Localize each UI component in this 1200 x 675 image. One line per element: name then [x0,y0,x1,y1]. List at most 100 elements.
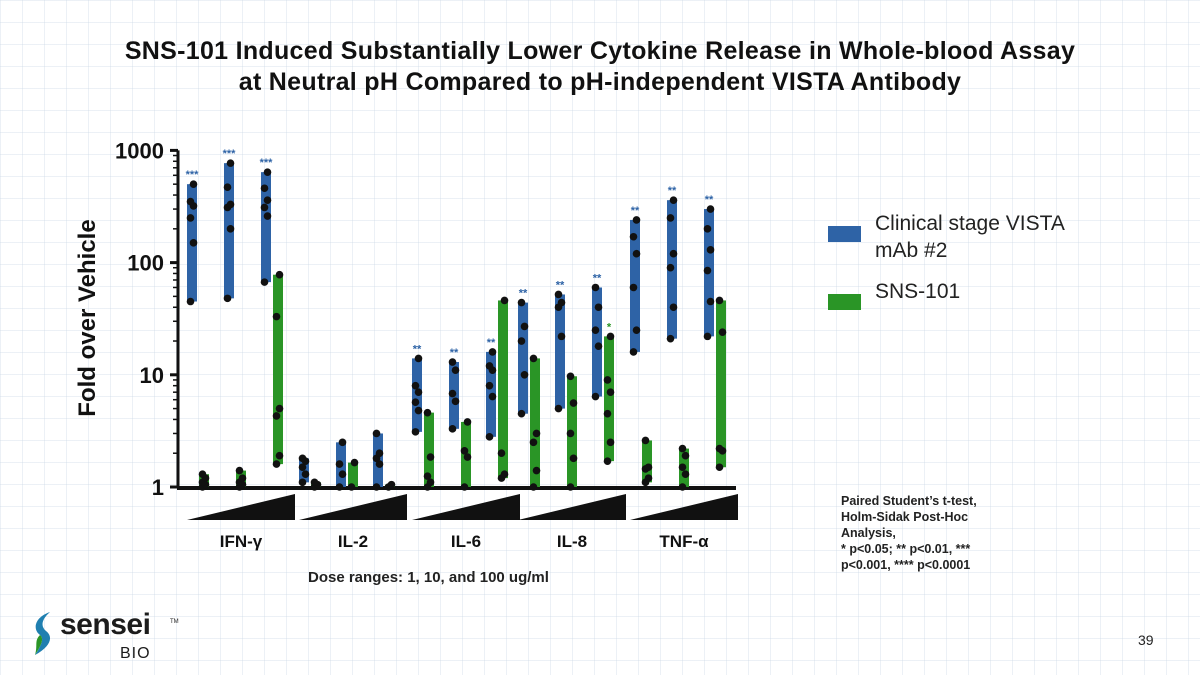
data-point [263,196,272,204]
data-point [451,366,460,374]
data-point [451,397,460,406]
significance-label: *** [186,169,200,181]
x-category-label: IL-6 [451,532,481,551]
data-point [375,460,384,468]
significance-label: *** [260,157,274,169]
data-point [260,203,269,212]
data-point [557,332,566,341]
data-point [681,451,690,460]
data-point [532,466,541,475]
stats-line: Paired Student’s t-test, [841,494,977,508]
legend-swatch-vista [828,226,861,242]
data-point [629,232,638,241]
data-point [606,332,615,341]
data-point [463,453,472,461]
data-point [669,249,678,258]
data-point [272,312,281,321]
data-point [554,404,563,413]
data-point [669,196,678,204]
data-point [591,326,600,334]
data-point [644,463,653,472]
data-point [678,483,687,491]
legend-label-sns: SNS-101 [875,280,961,303]
data-point [275,404,284,413]
data-point [460,483,469,491]
legend-label-vista: Clinical stage VISTA mAb #2 [875,212,1064,262]
title-line-1: SNS-101 Induced Substantially Lower Cyto… [124,37,1076,65]
data-point [275,270,284,279]
data-point [718,328,727,336]
data-point [591,392,600,401]
y-tick-label: 1000 [115,138,164,163]
data-point [703,266,712,275]
sensei-leaf-icon [35,612,51,655]
data-point [347,483,356,491]
data-point [238,474,247,482]
data-point [260,184,269,193]
data-point [423,472,432,480]
data-point [235,466,244,475]
dose-wedge [518,494,626,520]
stats-line: p<0.001, **** p<0.0001 [841,558,971,572]
dose-wedge [187,494,295,520]
data-point [569,454,578,463]
data-point [275,451,284,460]
data-point [529,438,538,447]
data-point [517,409,526,418]
significance-label: ** [593,272,602,284]
sns-range-bar [642,440,652,483]
vista-range-bar [592,287,602,397]
data-point [226,225,235,233]
y-tick-label: 1 [152,475,164,500]
data-point [666,214,675,222]
data-point [706,297,715,306]
data-point [298,478,307,487]
statistics-note: Paired Student’s t-test, Holm-Sidak Post… [841,493,1041,573]
data-point [644,474,653,482]
data-point [189,180,198,188]
legend-item-sns: SNS-101 [828,278,1108,310]
data-point [189,239,198,247]
dose-wedge [299,494,407,520]
data-point [603,409,612,418]
data-point [223,294,232,303]
data-point [706,246,715,254]
sns-range-bar [424,412,434,487]
data-point [426,453,435,461]
chart-legend: Clinical stage VISTA mAb #2 SNS-101 [828,210,1108,324]
slide-title: SNS-101 Induced Substantially Lower Cyto… [20,36,1180,98]
data-point [186,297,195,306]
data-point [463,418,472,426]
data-point [460,447,469,455]
significance-label: ** [631,205,640,217]
data-point [517,298,526,307]
data-point [335,483,344,491]
x-category-label: TNF-α [659,532,709,551]
data-point [335,460,344,468]
data-point [606,388,615,396]
data-point [632,249,641,258]
y-tick-label: 10 [140,363,164,388]
vista-range-bar [518,302,528,414]
data-point [298,454,307,463]
data-point [387,480,396,489]
data-point [414,406,423,415]
data-point [569,399,578,407]
data-point [272,460,281,468]
data-point [500,470,509,479]
page-number: 39 [1138,632,1154,648]
data-point [715,296,724,305]
data-point [603,376,612,384]
data-point [532,429,541,438]
data-point [566,483,575,491]
data-point [517,337,526,345]
data-point [372,483,381,491]
data-point [529,354,538,363]
vista-range-bar [555,294,565,409]
legend-swatch-sns [828,294,861,310]
data-point [488,348,497,356]
data-point [566,429,575,438]
data-point [488,392,497,401]
significance-label: ** [413,343,422,355]
data-point [448,358,457,366]
